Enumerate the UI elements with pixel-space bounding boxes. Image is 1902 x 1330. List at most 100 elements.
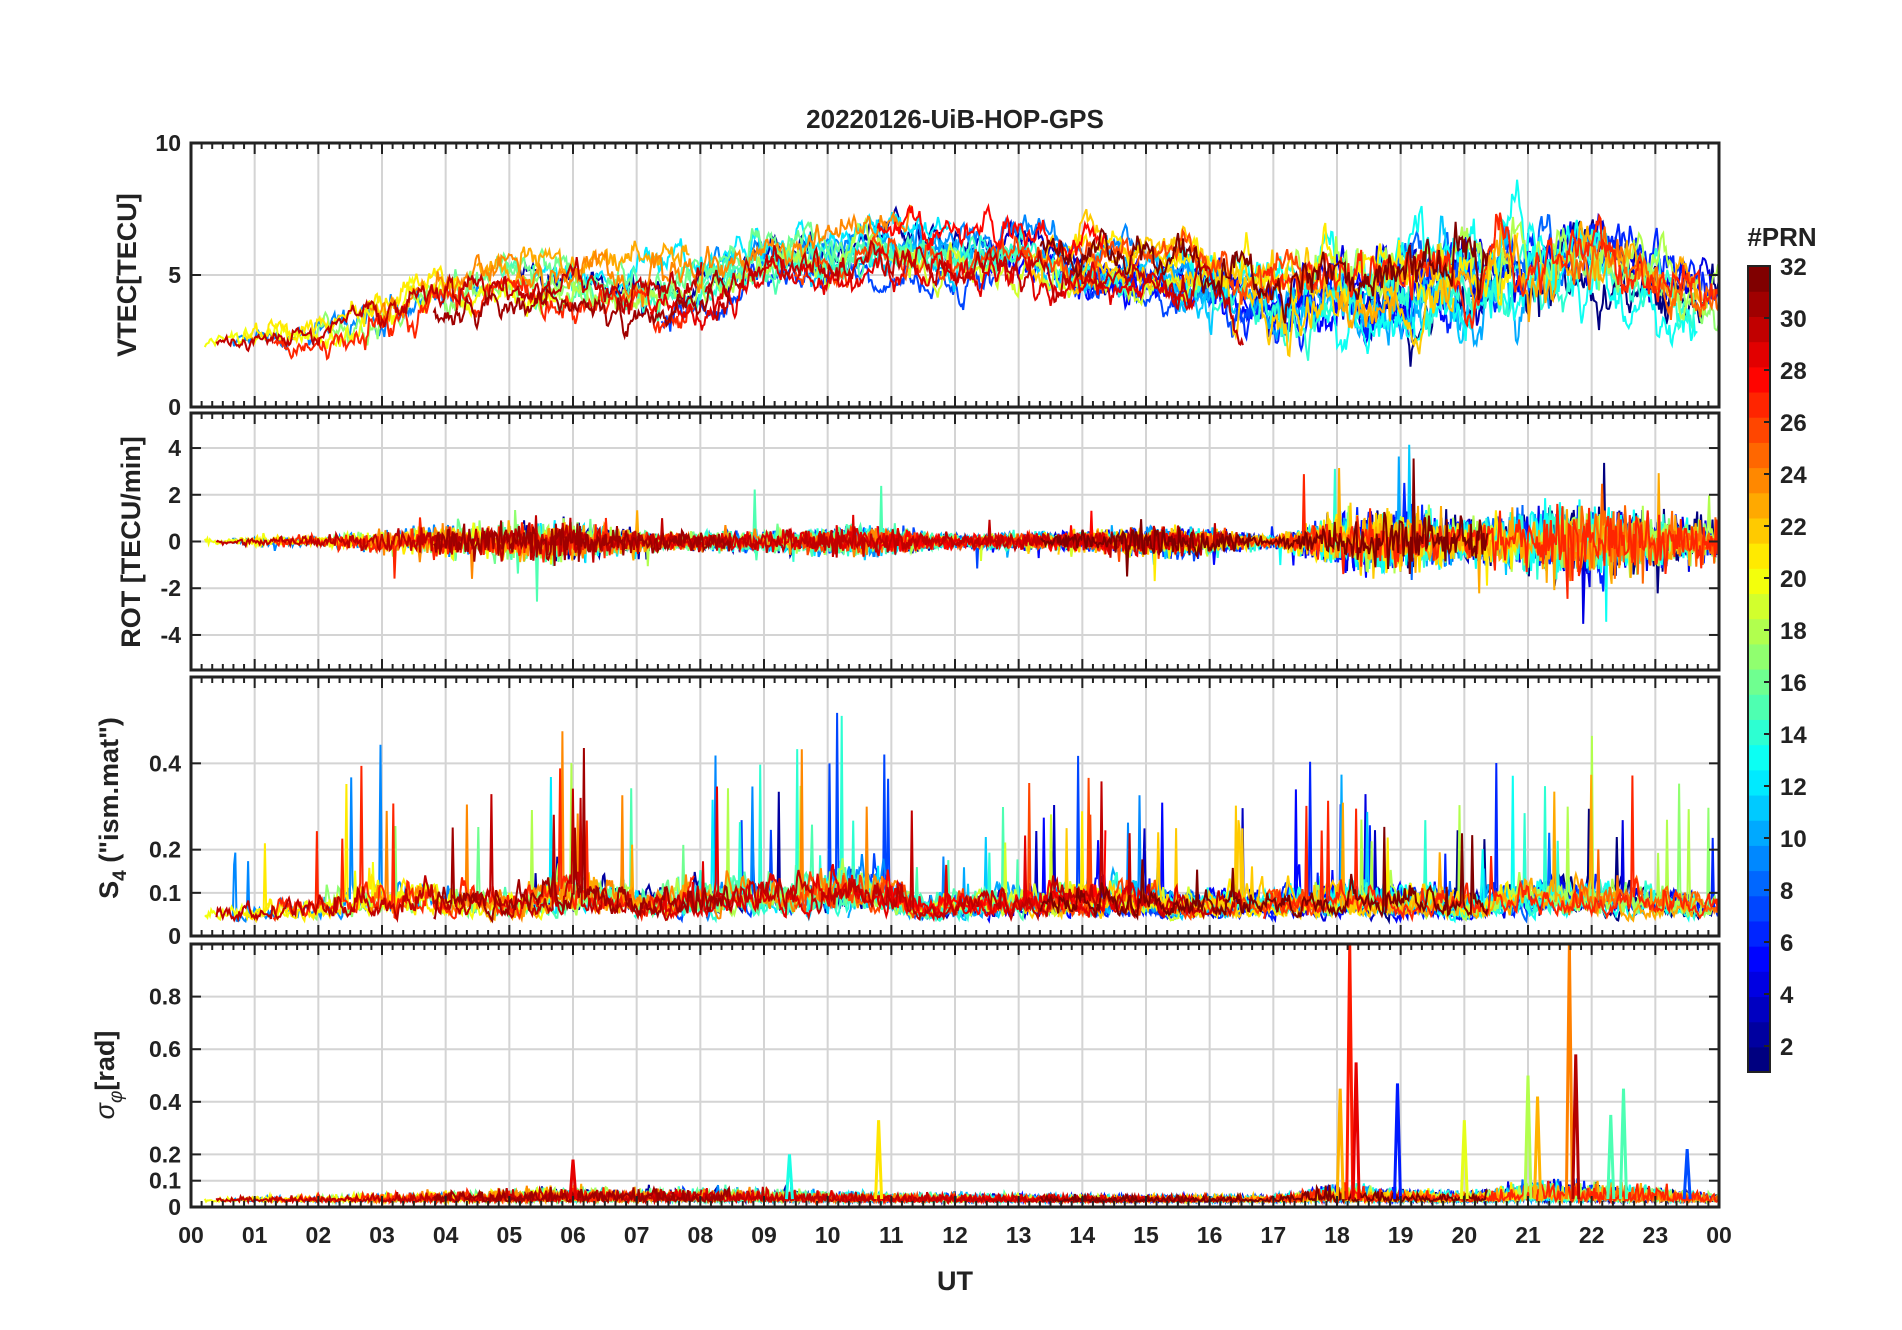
axes-frame [189, 411, 1721, 672]
vtec-y-axis-label: VTEC[TECU] [112, 193, 142, 357]
colorbar-tick-label: 30 [1780, 306, 1807, 333]
y-tick-label: 0 [168, 529, 181, 555]
x-tick-label: 14 [1070, 1222, 1096, 1248]
colorbar-tick-label: 2 [1780, 1034, 1793, 1061]
sigma-phi-spike [1351, 1062, 1361, 1200]
sigma-phi-track-prn-32 [1039, 1183, 1488, 1206]
colorbar-segment [1748, 442, 1770, 469]
colorbar-tick-label: 4 [1780, 982, 1794, 1009]
colorbar-segment [1748, 794, 1770, 821]
sigma-phi-track-prn-31 [432, 1185, 732, 1206]
colorbar-segment [1748, 643, 1770, 670]
colorbar-tick-label: 14 [1780, 722, 1807, 749]
sigma-phi-y-axis-label: σφ[rad] [90, 1031, 127, 1120]
colorbar-segment [1748, 618, 1770, 645]
sigma-phi-spike [568, 1159, 578, 1200]
rot-series [203, 444, 1719, 624]
x-tick-label: 09 [751, 1222, 777, 1248]
colorbar-segment [1748, 895, 1770, 922]
colorbar-tick-label: 28 [1780, 358, 1807, 385]
x-tick-label: 02 [306, 1222, 332, 1248]
colorbar-segment [1748, 266, 1770, 292]
y-tick-label: 5 [168, 262, 181, 288]
colorbar-segment [1748, 744, 1770, 771]
s4-ticks: 0 0.1 0.2 0.4 [149, 675, 1721, 949]
sigma-phi-series [203, 944, 1719, 1206]
x-tick-label: 11 [879, 1222, 904, 1248]
s4-track-prn-32 [1039, 826, 1489, 921]
x-tick-label: 21 [1515, 1222, 1541, 1248]
x-tick-label: 22 [1579, 1222, 1605, 1248]
sigma-phi-spike [784, 1154, 794, 1200]
sigma-phi-spike [1345, 944, 1355, 1200]
colorbar-tick-label: 32 [1780, 254, 1807, 281]
sigma-phi-spike [1335, 1088, 1345, 1200]
colorbar-segment [1748, 870, 1770, 897]
colorbar-tick-label: 6 [1780, 930, 1793, 957]
colorbar-segment [1748, 543, 1770, 569]
x-tick-label: 15 [1133, 1222, 1159, 1248]
vtec-track-prn-27 [273, 276, 695, 361]
colorbar-segment [1748, 694, 1770, 720]
rot-ticks: -4 -2 0 2 4 [161, 411, 1721, 672]
colorbar-segment [1748, 845, 1770, 872]
sigma-phi-spike [1564, 944, 1574, 1200]
colorbar-segment [1748, 769, 1770, 796]
vtec-track-prn-25 [1568, 226, 1719, 320]
colorbar-segment [1748, 971, 1770, 998]
sigma-phi-spike [1619, 1088, 1628, 1200]
chart-title: 20220126-UiB-HOP-GPS [806, 104, 1104, 134]
x-tick-label: 16 [1197, 1222, 1223, 1248]
axes-frame [189, 141, 1721, 409]
colorbar-segment [1748, 291, 1770, 317]
sigma-phi-spike [1533, 1096, 1543, 1200]
rot-track-prn-30 [704, 519, 1244, 558]
rot-track-prn-32 [1040, 458, 1489, 577]
x-tick-label: 23 [1643, 1222, 1669, 1248]
y-tick-label: 0.2 [149, 1141, 181, 1167]
sigma-phi-ticks: 00.10.2 0.4 0.6 0.8 [149, 942, 1721, 1220]
colorbar-tick-label: 12 [1780, 774, 1807, 801]
vtec-track-prn-7 [1065, 268, 1263, 338]
colorbar-tick-label: 16 [1780, 670, 1807, 697]
rot-track-prn-23 [1334, 467, 1703, 594]
vtec-series [203, 179, 1719, 367]
colorbar-segment [1748, 820, 1770, 846]
s4-y-axis-label: S4 ("ism.mat") [94, 717, 131, 899]
sigma-phi-spike [1459, 1120, 1469, 1200]
x-tick-label: 03 [369, 1222, 395, 1248]
x-tick-label: 05 [497, 1222, 523, 1248]
colorbar-tick-label: 20 [1780, 566, 1807, 593]
vtec-track-prn-31 [432, 269, 731, 341]
colorbar-segment [1748, 1046, 1770, 1073]
sigma-phi-panel: 00.10.2 0.4 0.6 0.8 σφ[rad] [90, 942, 1721, 1220]
vtec-track-prn-32 [1039, 221, 1489, 324]
s4-series [204, 712, 1719, 925]
colorbar-segment [1748, 391, 1770, 418]
x-tick-label: 00 [178, 1222, 204, 1248]
axes-frame [189, 675, 1721, 938]
colorbar-segment [1748, 492, 1770, 519]
y-tick-label: 0 [168, 923, 181, 949]
sigma-phi-spike [1523, 1075, 1533, 1200]
x-axis-label: UT [937, 1266, 973, 1296]
colorbar-segment [1748, 341, 1770, 368]
y-tick-label: 0.4 [149, 1089, 181, 1115]
vtec-panel: 0 5 10 VTEC[TECU] [112, 130, 1721, 420]
x-tick-label: 10 [815, 1222, 841, 1248]
sigma-phi-grid [191, 944, 1719, 1207]
y-tick-label: 0 [168, 394, 181, 420]
x-tick-label: 13 [1006, 1222, 1032, 1248]
x-tick-label: 06 [560, 1222, 586, 1248]
colorbar-tick-label: 26 [1780, 410, 1807, 437]
colorbar-tick-label: 8 [1780, 878, 1793, 905]
y-tick-label: 0.1 [149, 880, 181, 906]
colorbar-segment [1748, 920, 1770, 947]
colorbar-segment [1748, 1021, 1770, 1048]
colorbar-segment [1748, 417, 1770, 443]
vtec-track-prn-30 [704, 239, 1244, 346]
y-tick-label: 0.2 [149, 837, 181, 863]
vtec-track-prn-30 [215, 256, 703, 353]
colorbar-segment [1748, 593, 1770, 620]
vtec-ticks: 0 5 10 [155, 130, 1721, 420]
